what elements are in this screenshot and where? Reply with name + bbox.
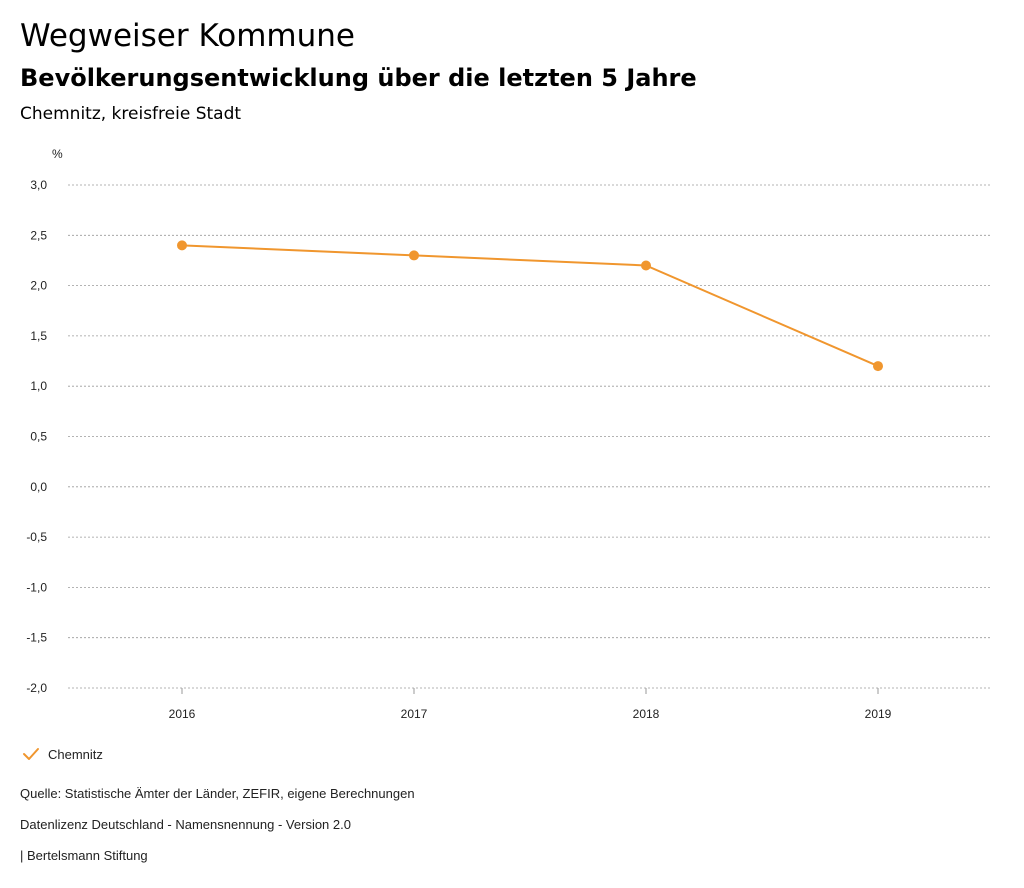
- legend-label: Chemnitz: [48, 746, 103, 762]
- chart-subtitle: Bevölkerungsentwicklung über die letzten…: [20, 64, 697, 92]
- y-tick-label: 3,0: [30, 178, 47, 192]
- data-point[interactable]: [409, 250, 419, 261]
- data-point[interactable]: [873, 361, 883, 372]
- data-point[interactable]: [641, 260, 651, 271]
- y-tick-label: -1,5: [26, 631, 47, 645]
- series-line: [181, 244, 879, 367]
- data-point[interactable]: [177, 240, 187, 251]
- x-tick-label: 2019: [865, 707, 892, 721]
- y-tick-label: 1,0: [30, 379, 47, 393]
- page-title: Wegweiser Kommune: [20, 18, 355, 54]
- y-axis-label: %: [52, 147, 63, 161]
- y-tick-label: -0,5: [26, 530, 47, 544]
- y-tick-label: 0,5: [30, 430, 47, 444]
- y-tick-label: 1,5: [30, 329, 47, 343]
- checkmark-icon: [23, 748, 39, 760]
- y-tick-label: 2,0: [30, 279, 47, 293]
- license-note: Datenlizenz Deutschland - Namensnennung …: [20, 817, 351, 832]
- y-tick-label: 2,5: [30, 228, 47, 242]
- legend-item-chemnitz[interactable]: Chemnitz: [20, 744, 103, 764]
- line-chart: % 3,02,52,01,51,00,50,0-0,5-1,0-1,5-2,0 …: [26, 147, 990, 721]
- x-tick-label: 2018: [633, 707, 660, 721]
- y-tick-label: -2,0: [26, 681, 47, 695]
- region-name: Chemnitz, kreisfreie Stadt: [20, 104, 242, 124]
- y-tick-label: 0,0: [30, 480, 47, 494]
- brand-credit: | Bertelsmann Stiftung: [20, 848, 148, 863]
- x-tick-label: 2017: [401, 707, 428, 721]
- x-tick-label: 2016: [169, 707, 196, 721]
- y-tick-label: -1,0: [26, 580, 47, 594]
- source-note: Quelle: Statistische Ämter der Länder, Z…: [20, 786, 415, 801]
